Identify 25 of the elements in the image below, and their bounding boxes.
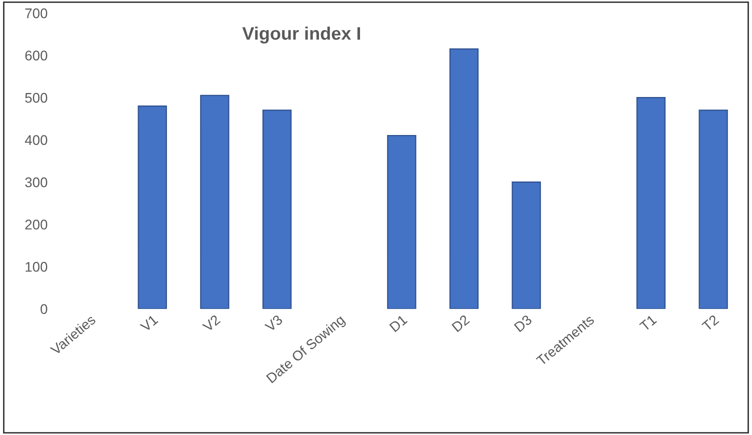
y-tick-label: 400 bbox=[24, 135, 48, 145]
y-tick-label: 300 bbox=[25, 177, 48, 188]
y-tick-label: 0 bbox=[40, 304, 48, 314]
x-tick-label: D1 bbox=[389, 314, 408, 332]
y-tick-label: 700 bbox=[25, 8, 48, 18]
x-tick-label: V3 bbox=[264, 314, 284, 332]
x-tick-label: V1 bbox=[140, 314, 158, 332]
x-tick-label: D2 bbox=[452, 314, 470, 332]
bar bbox=[200, 94, 230, 309]
x-tick-label: V2 bbox=[202, 314, 221, 332]
text: Vigour index I bbox=[242, 26, 360, 44]
x-tick-label: T2 bbox=[701, 314, 720, 332]
bar bbox=[512, 182, 541, 309]
bar bbox=[449, 48, 479, 309]
bar bbox=[138, 105, 167, 309]
bar bbox=[636, 97, 666, 309]
x-tick-label: D3 bbox=[514, 314, 532, 332]
bar bbox=[262, 110, 292, 309]
x-tick-label: T1 bbox=[639, 314, 657, 332]
bar bbox=[387, 135, 416, 309]
y-tick-label: 200 bbox=[25, 220, 48, 230]
y-tick-label: 600 bbox=[25, 50, 48, 60]
y-tick-label: 500 bbox=[25, 92, 48, 103]
y-tick-label: 100 bbox=[26, 262, 48, 272]
bar bbox=[698, 110, 728, 309]
